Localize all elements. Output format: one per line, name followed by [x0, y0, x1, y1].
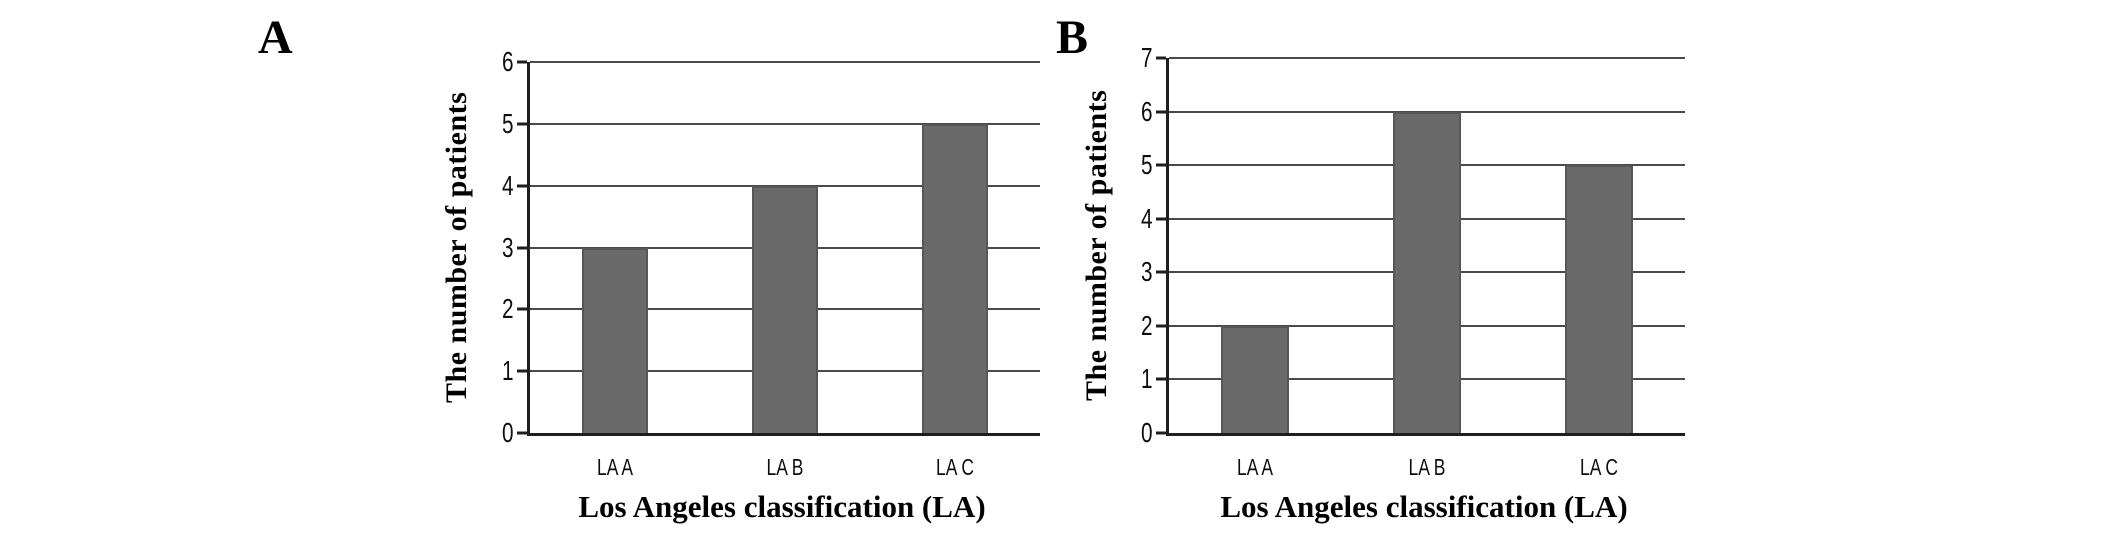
x-tick-text: LA A	[1237, 454, 1273, 480]
x-tick-text: LA C	[936, 454, 974, 480]
y-tick-label: 4	[1137, 202, 1153, 234]
y-tick-text: 0	[1141, 417, 1153, 448]
x-tick-label: LA A	[1231, 456, 1278, 479]
gridline-y6	[530, 61, 1040, 63]
y-tick-text: 5	[1141, 149, 1153, 181]
plot-area: 0 1 2 3 4 5 6 LA A LA B LA C	[502, 48, 1040, 479]
y-axis-title: The number of patients	[1080, 89, 1113, 402]
y-tick-label: 6	[498, 48, 514, 76]
y-tick-mark	[517, 184, 527, 188]
y-tick-mark	[1156, 270, 1166, 274]
y-tick-label: 1	[498, 357, 514, 385]
y-tick-label: 6	[1137, 95, 1153, 127]
gridline-y7	[1169, 57, 1685, 59]
x-tick-label: LA A	[591, 456, 638, 479]
y-tick-label: 3	[498, 231, 514, 263]
y-tick-label: 4	[498, 169, 514, 201]
y-tick-mark	[517, 307, 527, 311]
bar-la-b	[751, 185, 819, 433]
y-tick-label: 2	[498, 295, 514, 323]
x-axis-title: Los Angeles classification (LA)	[578, 489, 986, 524]
bar-la-c	[921, 123, 989, 433]
y-tick-mark	[1156, 377, 1166, 381]
y-tick-label: 1	[1137, 365, 1153, 393]
y-tick-text: 2	[1141, 309, 1153, 341]
panel-label-a: A	[258, 11, 293, 64]
y-tick-label: 7	[1137, 44, 1153, 72]
y-tick-mark	[1156, 110, 1166, 114]
bar-la-b	[1393, 111, 1461, 433]
y-tick-mark	[1156, 163, 1166, 167]
y-tick-mark	[1156, 324, 1166, 328]
y-tick-label: 2	[1137, 309, 1153, 341]
y-tick-mark	[517, 369, 527, 373]
y-tick-label: 5	[1137, 151, 1153, 179]
y-tick-mark	[1156, 217, 1166, 221]
y-tick-text: 1	[1141, 363, 1153, 395]
x-tick-label: LA B	[1403, 456, 1452, 479]
bar-la-a	[1221, 325, 1289, 433]
y-tick-mark	[517, 246, 527, 249]
y-tick-text: 4	[1141, 202, 1153, 234]
y-tick-label: 5	[498, 107, 514, 139]
plot-area: 0 1 2 3 4 5 6 7 LA A LA B LA C	[1141, 44, 1685, 479]
x-tick-label: LA C	[1574, 456, 1624, 479]
panel-label-b: B	[1056, 11, 1089, 64]
y-tick-text: 0	[502, 417, 514, 448]
y-tick-text: 3	[502, 231, 514, 263]
x-tick-text: LA B	[1408, 454, 1446, 480]
y-tick-mark	[517, 431, 527, 435]
y-tick-label: 3	[1137, 258, 1153, 286]
y-tick-mark	[1156, 431, 1166, 435]
x-tick-text: LA B	[766, 454, 804, 480]
y-tick-text: 2	[502, 293, 514, 325]
y-tick-mark	[517, 60, 527, 64]
gridline-y5	[530, 122, 1040, 125]
y-tick-mark	[517, 122, 527, 126]
y-axis-title: The number of patients	[440, 91, 473, 404]
y-tick-text: 4	[502, 169, 514, 201]
y-tick-text: 6	[1141, 95, 1153, 127]
y-tick-text: 6	[502, 46, 514, 77]
x-tick-label: LA B	[761, 456, 810, 479]
bar-la-a	[581, 247, 649, 433]
x-tick-label: LA C	[930, 456, 980, 479]
y-tick-text: 3	[1141, 256, 1153, 288]
y-tick-mark	[1156, 56, 1166, 60]
x-tick-text: LA C	[1580, 454, 1618, 480]
bar-la-c	[1565, 165, 1633, 433]
x-axis-title: Los Angeles classification (LA)	[1220, 489, 1628, 524]
y-tick-text: 1	[502, 355, 514, 387]
y-tick-label: 0	[1137, 419, 1153, 447]
y-tick-text: 5	[502, 107, 514, 139]
y-tick-text: 7	[1141, 42, 1153, 73]
y-tick-label: 0	[498, 419, 514, 447]
x-tick-text: LA A	[597, 454, 633, 480]
